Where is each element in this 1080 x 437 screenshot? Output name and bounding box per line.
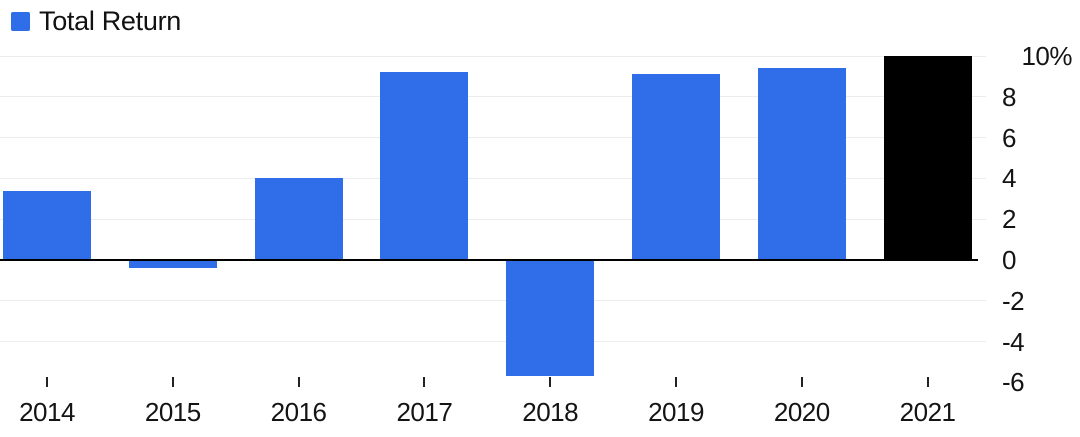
gridline-10 [0, 55, 986, 57]
gridline-4 [0, 177, 986, 179]
y-axis-label-0: 0 [1002, 245, 1016, 275]
legend-label-total-return: Total Return [39, 6, 181, 36]
x-tick-2014 [46, 377, 48, 387]
bar-2021 [883, 56, 972, 260]
gridline-6 [0, 137, 986, 139]
bar-2017 [380, 72, 469, 260]
y-axis-label-10: 10% [1021, 41, 1072, 71]
x-axis-label-2016: 2016 [270, 397, 327, 427]
y-axis-label--2: -2 [1002, 285, 1025, 316]
y-axis-label-6: 6 [1002, 122, 1016, 153]
gridline--2 [0, 300, 986, 302]
bar-2014 [3, 190, 91, 260]
legend: Total Return [11, 8, 181, 35]
x-axis-label-2021: 2021 [899, 397, 956, 427]
bar-2018 [506, 260, 595, 377]
x-tick-2020 [800, 377, 803, 387]
x-tick-2019 [675, 377, 677, 387]
y-axis-label--4: -4 [1002, 326, 1025, 357]
gridline-8 [0, 96, 986, 98]
x-tick-2016 [297, 377, 300, 387]
x-axis-label-2020: 2020 [773, 397, 830, 427]
legend-swatch-total-return [11, 12, 30, 31]
y-axis-label--6: -6 [1002, 367, 1025, 398]
gridline-2 [0, 218, 986, 220]
gridline--4 [0, 341, 986, 343]
x-tick-2018 [549, 377, 552, 387]
x-axis-label-2018: 2018 [522, 397, 579, 427]
x-axis-label-2019: 2019 [648, 397, 704, 427]
bar-2019 [632, 74, 720, 260]
x-axis-label-2017: 2017 [396, 397, 453, 427]
x-axis-label-2014: 2014 [19, 397, 75, 427]
x-tick-2021 [926, 377, 929, 387]
y-axis-label-8: 8 [1002, 81, 1016, 112]
x-axis-label-2015: 2015 [144, 397, 201, 427]
x-tick-2017 [423, 377, 426, 387]
y-axis-label-2: 2 [1002, 204, 1016, 235]
bar-2016 [254, 178, 343, 260]
bar-2015 [128, 260, 217, 269]
zero-axis-line [0, 259, 978, 261]
bar-2020 [757, 68, 846, 260]
x-tick-2015 [171, 377, 174, 387]
y-axis-label-4: 4 [1002, 163, 1016, 194]
